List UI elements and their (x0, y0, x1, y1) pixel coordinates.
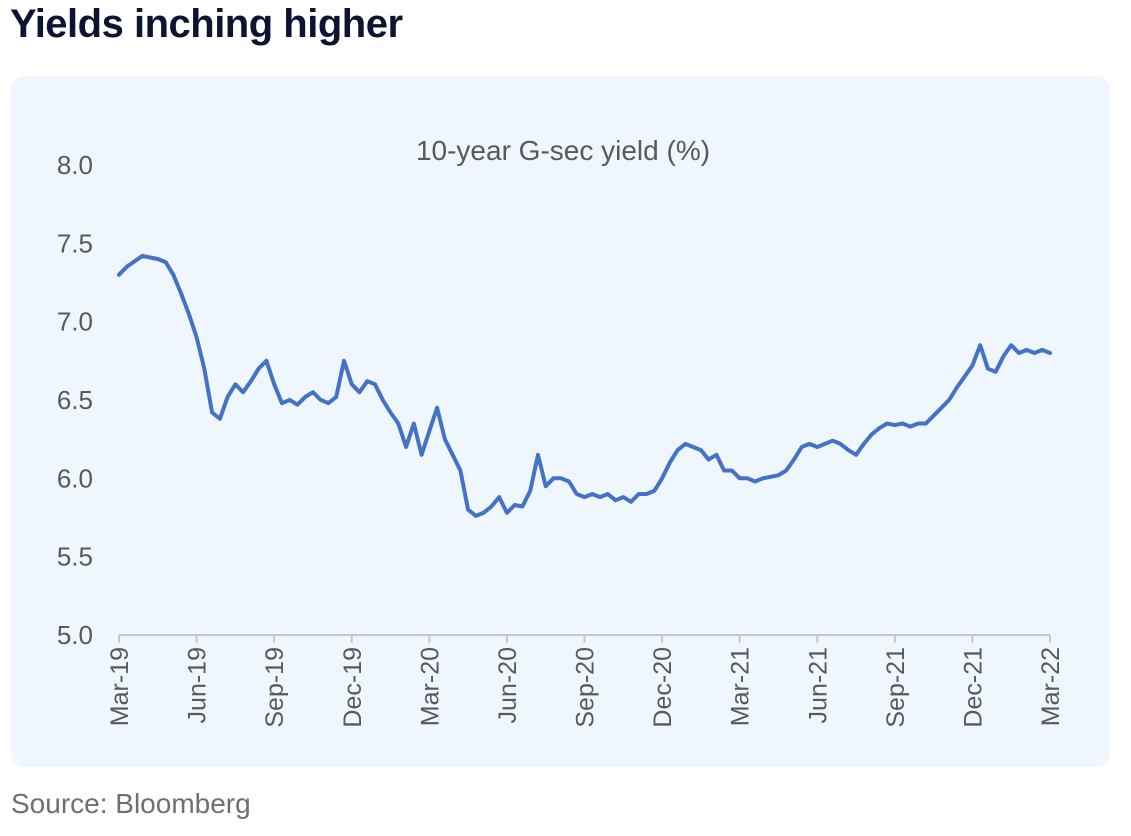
y-tick-label: 6.0 (57, 463, 93, 493)
y-tick-label: 5.0 (57, 620, 93, 650)
series-line (117, 253, 1052, 518)
x-tick-label: Jun-20 (494, 647, 522, 723)
y-tick-label: 7.0 (57, 307, 93, 337)
source-note: Source: Bloomberg (11, 788, 251, 819)
x-tick-label: Sep-20 (572, 647, 600, 728)
y-tick-label: 6.5 (57, 385, 93, 415)
x-tick-label: Mar-21 (727, 647, 755, 726)
x-tick-label: Mar-20 (416, 647, 444, 726)
series-group (117, 253, 1052, 518)
x-tick-label: Dec-20 (649, 647, 677, 728)
headline: Yields inching higher (10, 2, 403, 46)
x-tick-label: Sep-21 (882, 647, 910, 728)
y-axis-ticks: 5.0 5.5 6.0 6.5 7.0 7.5 8.0 (57, 150, 93, 650)
x-tick-label: Sep-19 (261, 647, 289, 728)
x-tick-label: Jun-19 (184, 647, 212, 723)
x-tick-label: Mar-22 (1037, 647, 1065, 726)
x-tick-label: Mar-19 (106, 647, 134, 726)
y-tick-label: 5.5 (57, 542, 93, 572)
x-tick-label: Dec-21 (959, 647, 987, 728)
y-tick-label: 8.0 (57, 150, 93, 180)
x-axis: Mar-19 Jun-19 Sep-19 Dec-19 Mar-20 Jun-20 Sep-… (106, 634, 1065, 728)
chart-title: 10-year G-sec yield (%) (416, 135, 710, 166)
x-tick-label: Dec-19 (339, 647, 367, 728)
y-tick-label: 7.5 (57, 228, 93, 258)
x-tick-label: Jun-21 (804, 647, 832, 723)
